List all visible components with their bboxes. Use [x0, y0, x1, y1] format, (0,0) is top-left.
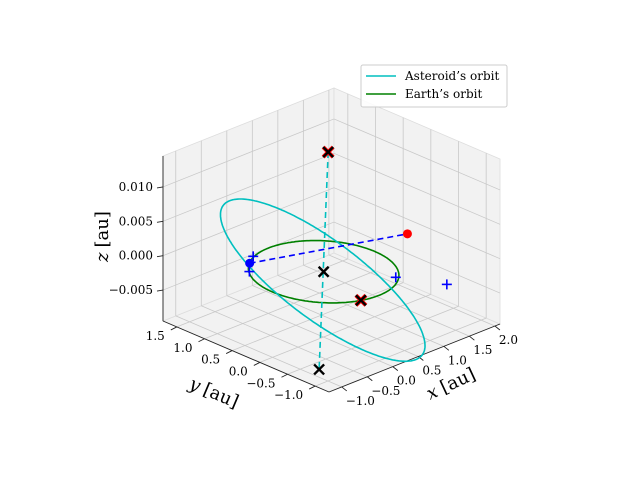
- grid-line-y-floor: [287, 305, 459, 375]
- z-tick-label: −0.005: [109, 283, 153, 297]
- dashed-connector-line: [318, 152, 329, 370]
- y-tick-mark: [170, 326, 178, 331]
- x-tick-mark: [341, 386, 348, 392]
- grid-line-x-floor: [303, 264, 470, 337]
- y-tick-label: 1.5: [146, 329, 165, 343]
- y-axis-line: [162, 320, 330, 393]
- grid-line-z-wall-y: [162, 187, 335, 257]
- x-tick-label: 1.5: [473, 343, 492, 357]
- x-marker-asteroid-node-lower: [313, 363, 325, 376]
- z-tick-label: 0.010: [119, 180, 153, 194]
- y-tick-mark: [198, 338, 205, 343]
- grid-line-z-wall-x: [333, 118, 501, 191]
- x-tick-label: 1.0: [448, 353, 467, 367]
- x-tick-label: 0.0: [397, 374, 416, 388]
- z-tick-mark: [156, 255, 164, 258]
- dot-marker-asteroid-dot: [402, 229, 412, 239]
- grid-line-z-wall-x: [333, 187, 501, 260]
- z-tick-mark: [156, 220, 164, 223]
- grid-line-z-wall-x: [333, 221, 501, 294]
- x-tick-mark: [469, 335, 475, 341]
- plot-area: [219, 145, 452, 376]
- z-tick-mark: [156, 289, 164, 292]
- y-tick-mark: [281, 373, 288, 378]
- y-tick-mark: [225, 350, 233, 354]
- x-tick-label: 2.0: [499, 333, 518, 347]
- x-tick-mark: [443, 345, 450, 351]
- grid-line-y-floor: [232, 282, 404, 351]
- grid-line-x-floor: [226, 295, 393, 367]
- earth-orbit-line: [247, 239, 400, 304]
- dashed-connector-line: [249, 233, 408, 265]
- y-tick-mark: [308, 385, 316, 390]
- legend-label-asteroid: Asteroid’s orbit: [404, 69, 499, 83]
- x-tick-mark: [494, 325, 501, 331]
- legend-label-earth: Earth’s orbit: [405, 87, 482, 101]
- grid-line-x-floor: [201, 305, 368, 378]
- x-marker-asteroid-node-upper: [322, 146, 335, 158]
- grid-line-z-wall-y: [162, 152, 335, 222]
- y-tick-mark: [253, 362, 261, 366]
- y-tick-label: −0.5: [246, 376, 275, 390]
- x-marker-earth-point-red-x: [355, 294, 367, 307]
- tick-labels: −1.0−0.50.00.51.01.52.0−1.0−0.50.00.51.0…: [109, 180, 518, 408]
- x-tick-mark: [392, 366, 399, 371]
- x-tick-label: −1.0: [346, 394, 375, 408]
- x-marker-sun: [317, 265, 330, 278]
- axis-panes: [161, 87, 502, 393]
- grid-line-z-wall-x: [333, 152, 501, 225]
- x-tick-label: −0.5: [371, 384, 400, 398]
- axis-lines: [156, 156, 501, 393]
- grid-line-x-floor: [277, 274, 445, 347]
- x-tick-mark: [367, 376, 373, 382]
- x-tick-label: 0.5: [422, 363, 441, 377]
- grid-line-z-wall-y: [162, 118, 335, 188]
- y-tick-label: 0.0: [229, 364, 248, 378]
- grid-line-y-floor: [259, 294, 431, 363]
- grid-line-x-floor: [328, 254, 496, 327]
- z-axis-label: z[au]: [92, 211, 113, 263]
- legend: Asteroid’s orbit Earth’s orbit: [360, 64, 508, 108]
- y-tick-label: 0.5: [201, 353, 220, 367]
- y-tick-label: −1.0: [274, 388, 303, 402]
- z-tick-label: 0.005: [119, 214, 153, 228]
- legend-frame: [360, 64, 508, 108]
- grid-line-y-floor: [315, 317, 487, 387]
- y-tick-label: 1.0: [173, 341, 192, 355]
- z-tick-mark: [156, 186, 164, 189]
- x-axis-line: [328, 323, 501, 393]
- grid-line-y-floor: [176, 258, 348, 328]
- z-tick-label: 0.000: [119, 249, 153, 263]
- grid-lines: [162, 90, 501, 388]
- dot-marker-earth-dot: [245, 258, 255, 268]
- grid-line-x-floor: [175, 315, 342, 388]
- asteroid-orbit-line: [219, 198, 426, 363]
- y-axis-label: y[au]: [185, 373, 242, 413]
